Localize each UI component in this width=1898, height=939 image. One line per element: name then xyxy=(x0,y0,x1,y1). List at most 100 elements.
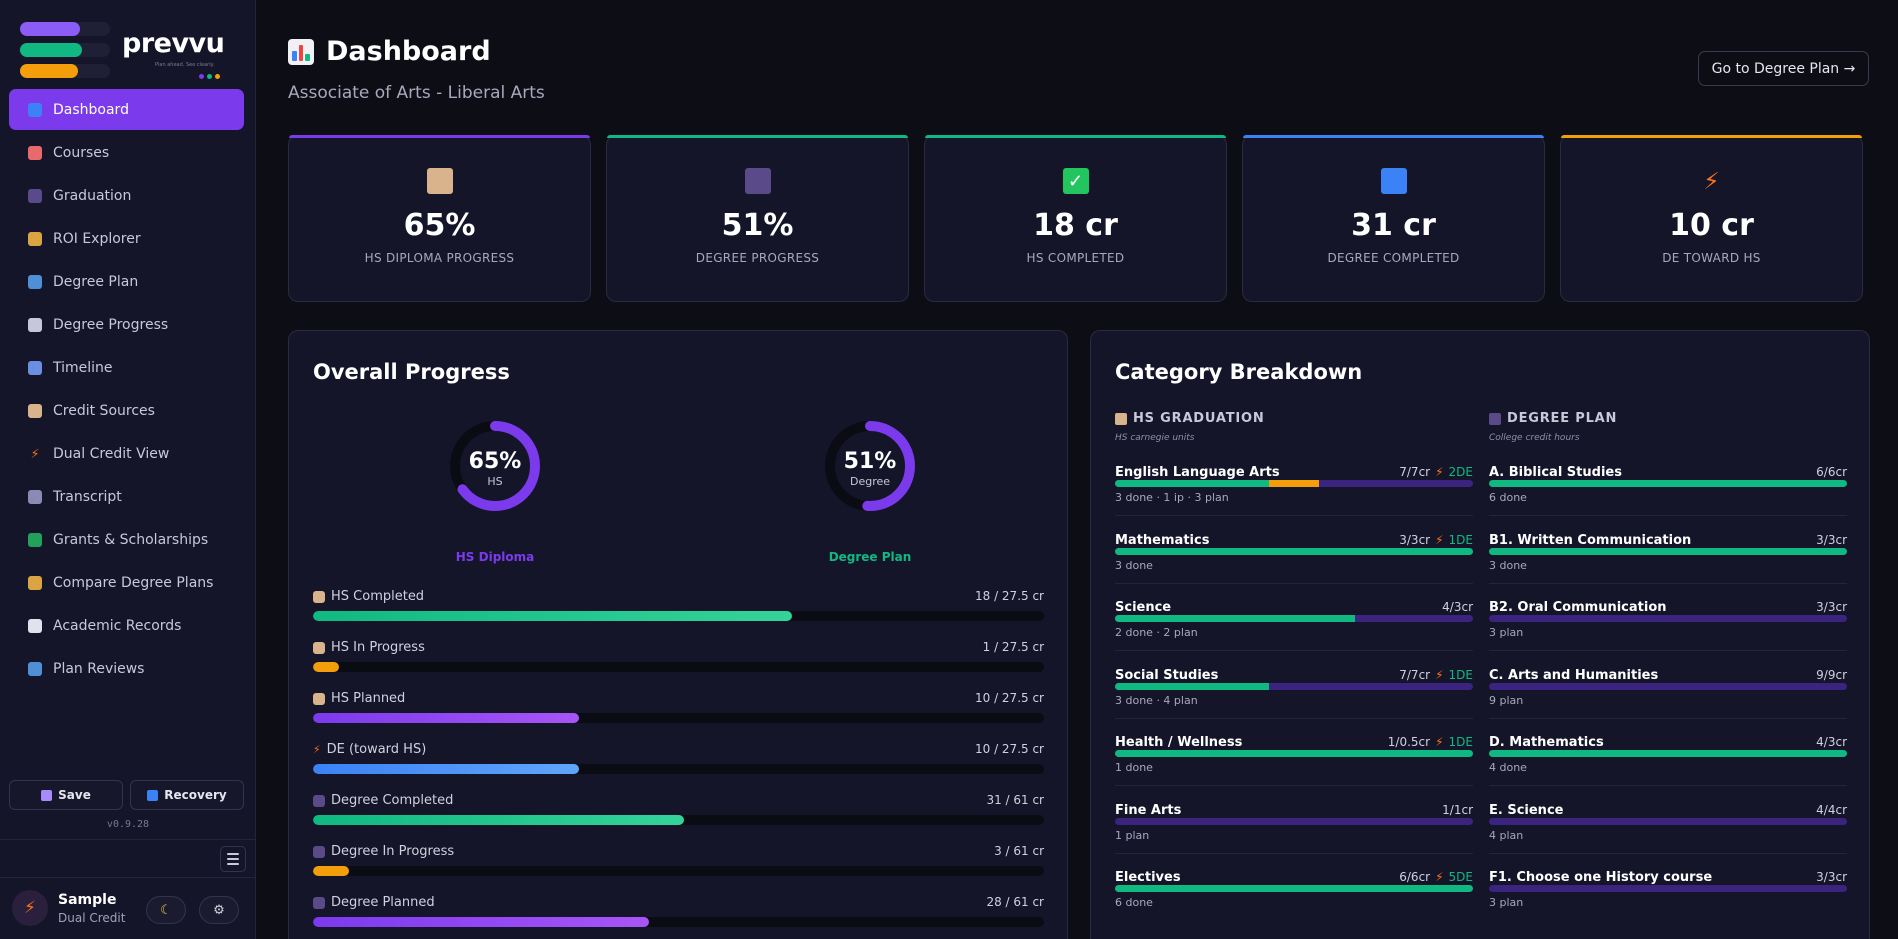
sidebar-item-timeline[interactable]: Timeline xyxy=(9,347,244,388)
stat-accent-bar xyxy=(925,135,1226,138)
category-detail: 6 done xyxy=(1489,491,1527,504)
progress-track xyxy=(313,866,1044,876)
category-track xyxy=(1489,750,1847,757)
category-value: 3/3cr xyxy=(1816,532,1847,547)
category-name: Fine Arts xyxy=(1115,802,1182,818)
stat-label: HS DIPLOMA PROGRESS xyxy=(364,251,515,265)
nav-icon-wrap xyxy=(26,402,44,420)
chart-icon xyxy=(28,102,42,117)
category-value: 4/3cr xyxy=(1442,600,1473,614)
theme-toggle-button[interactable]: ☾ xyxy=(146,896,186,924)
category-detail: 3 done · 4 plan xyxy=(1115,693,1198,707)
category-row: Fine Arts 1/1cr 1 plan xyxy=(1115,802,1473,854)
degree-heading-text: DEGREE PLAN xyxy=(1507,411,1618,426)
floppy-icon xyxy=(41,789,53,801)
sidebar-item-plan-reviews[interactable]: Plan Reviews xyxy=(9,648,244,689)
settings-button[interactable]: ⚙ xyxy=(199,896,239,924)
panel-title: Category Breakdown xyxy=(1115,360,1363,384)
ring-svg xyxy=(450,421,540,511)
stat-icon-wrap xyxy=(1379,166,1409,196)
panel-title: Overall Progress xyxy=(313,360,510,384)
sidebar-item-label: Dashboard xyxy=(53,101,129,118)
progress-track xyxy=(313,611,1044,621)
row-divider xyxy=(1115,650,1473,651)
sidebar-item-dual-credit-view[interactable]: ⚡ Dual Credit View xyxy=(9,433,244,474)
category-detail: 4 plan xyxy=(1489,828,1524,842)
save-button[interactable]: Save xyxy=(9,780,123,810)
sidebar-item-roi-explorer[interactable]: ROI Explorer xyxy=(9,218,244,259)
stat-card: 65% HS DIPLOMA PROGRESS xyxy=(288,135,591,302)
brand-logo[interactable]: prevvu Plan ahead. See clearly. xyxy=(0,0,255,84)
dual-credit-count: 1DE xyxy=(1448,532,1473,547)
sidebar-divider xyxy=(0,839,256,840)
category-name: D. Mathematics xyxy=(1489,735,1604,750)
category-row: D. Mathematics 4/3cr 4 done xyxy=(1489,735,1847,786)
bolt-icon: ⚡ xyxy=(1435,465,1444,479)
category-breakdown-panel: Category Breakdown HS GRADUATION HS carn… xyxy=(1090,330,1870,939)
sidebar-item-dashboard[interactable]: Dashboard xyxy=(9,89,244,130)
ring-caption: HS Diploma xyxy=(455,550,535,564)
row-divider xyxy=(1489,582,1847,584)
progress-row: Degree Completed 31 / 61 cr xyxy=(313,793,1044,825)
category-name: English Language Arts xyxy=(1115,465,1280,480)
rewind-icon xyxy=(147,789,159,801)
category-value-wrap: 9/9cr xyxy=(1816,668,1847,682)
category-detail: 1 done xyxy=(1115,761,1153,774)
progress-row: HS Planned 10 / 27.5 cr xyxy=(313,691,1044,723)
bolt-icon: ⚡ xyxy=(313,743,321,756)
sidebar-item-credit-sources[interactable]: Credit Sources xyxy=(9,390,244,431)
progress-track xyxy=(313,815,1044,825)
printer-icon xyxy=(28,489,42,504)
progress-label-wrap: HS In Progress xyxy=(313,640,1044,655)
school-icon xyxy=(426,168,453,194)
stat-value: 65% xyxy=(403,208,476,243)
category-row: F1. Choose one History course 3/3cr 3 plan xyxy=(1489,870,1847,909)
sidebar-item-academic-records[interactable]: Academic Records xyxy=(9,605,244,646)
sidebar-item-label: Academic Records xyxy=(53,617,182,634)
category-track xyxy=(1489,817,1847,825)
ring-label: HS xyxy=(487,475,503,488)
category-row: Health / Wellness 1/0.5cr ⚡ 1DE 1 done xyxy=(1115,735,1473,786)
school-icon xyxy=(28,403,42,418)
category-row: Electives 6/6cr ⚡ 5DE 6 done xyxy=(1115,870,1473,909)
row-divider xyxy=(1115,515,1473,516)
category-fill-done xyxy=(1115,547,1473,555)
stat-accent-bar xyxy=(1243,135,1544,138)
sidebar-item-grants-scholarships[interactable]: Grants & Scholarships xyxy=(9,519,244,560)
category-fill-done xyxy=(1115,682,1269,690)
ring-label: Degree xyxy=(849,475,891,488)
progress-fill xyxy=(313,815,685,825)
category-value-wrap: 6/6cr ⚡ 5DE xyxy=(1399,870,1473,884)
category-detail: 3 plan xyxy=(1489,896,1524,909)
bolt-icon: ⚡ xyxy=(1435,870,1444,884)
sidebar-item-label: Credit Sources xyxy=(53,402,155,419)
sidebar-item-courses[interactable]: Courses xyxy=(9,132,244,173)
nav-icon-wrap xyxy=(26,187,44,205)
category-value-wrap: 4/3cr xyxy=(1816,735,1847,749)
sidebar-item-degree-plan[interactable]: Degree Plan xyxy=(9,261,244,302)
ring-caption: Degree Plan xyxy=(828,550,912,564)
money-bag-icon xyxy=(28,231,42,246)
sidebar-item-degree-progress[interactable]: Degree Progress xyxy=(9,304,244,345)
sidebar-item-graduation[interactable]: Graduation xyxy=(9,175,244,216)
page-title: Dashboard xyxy=(326,36,491,67)
sidebar-item-label: Dual Credit View xyxy=(53,445,170,462)
menu-toggle-button[interactable] xyxy=(220,846,246,872)
category-track xyxy=(1489,547,1847,555)
recovery-button[interactable]: Recovery xyxy=(130,780,244,810)
stat-card: 31 cr DEGREE COMPLETED xyxy=(1242,135,1545,302)
sidebar-item-compare-degree-plans[interactable]: Compare Degree Plans xyxy=(9,562,244,603)
sidebar-item-label: ROI Explorer xyxy=(53,230,141,247)
category-track xyxy=(1115,547,1473,555)
category-value-wrap: 7/7cr ⚡ 1DE xyxy=(1399,668,1473,682)
user-profile[interactable]: ⚡ Sample Dual Credit xyxy=(12,890,125,926)
category-fill-done xyxy=(1489,480,1847,487)
go-to-degree-plan-button[interactable]: Go to Degree Plan → xyxy=(1698,51,1869,86)
hs-graduation-heading: HS GRADUATION xyxy=(1115,411,1265,426)
category-detail: 3 done xyxy=(1115,558,1153,572)
sidebar-item-transcript[interactable]: Transcript xyxy=(9,476,244,517)
grad-cap-icon xyxy=(28,188,42,203)
progress-label-wrap: HS Completed xyxy=(313,589,1044,604)
sidebar-actions: Save Recovery xyxy=(9,780,244,810)
trend-chart-icon xyxy=(28,317,42,332)
